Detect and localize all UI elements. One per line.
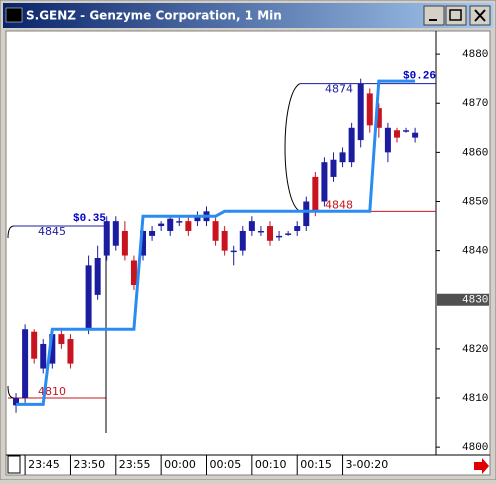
candle-body — [266, 226, 273, 241]
candle-body — [103, 221, 110, 256]
candle-body — [375, 108, 382, 128]
range-high-label: 4845 — [38, 225, 66, 238]
candle-body — [158, 223, 165, 227]
maximize-icon — [449, 9, 462, 21]
x-tick-label: 00:05 — [210, 458, 242, 471]
candle-body — [167, 218, 174, 231]
x-tick-label: 23:55 — [119, 458, 151, 471]
candle-body — [67, 339, 74, 364]
candle-body — [357, 83, 364, 141]
x-tick-label: 23:50 — [73, 458, 105, 471]
y-tick-label: 4820 — [462, 344, 488, 356]
candle-body — [294, 226, 301, 231]
cursor-price-label: 4830 — [462, 295, 488, 307]
window-buttons — [423, 5, 491, 26]
candle-body — [112, 221, 119, 246]
candle-body — [403, 130, 410, 132]
candle-body — [303, 201, 310, 227]
candle-body — [384, 127, 391, 153]
chart-panel — [5, 30, 491, 476]
candle-body — [339, 152, 346, 163]
range-label: $0.26 — [403, 70, 436, 82]
title-bar — [3, 3, 493, 28]
app-icon — [5, 7, 23, 23]
range-bracket — [284, 83, 301, 212]
scroll-box[interactable] — [7, 455, 21, 474]
candle-body — [321, 162, 328, 202]
candle-body — [257, 230, 264, 233]
y-tick-label: 4800 — [462, 442, 488, 454]
candle-body — [248, 221, 255, 231]
range-bracket — [7, 225, 15, 239]
y-tick-label: 4810 — [462, 393, 488, 405]
x-tick-label: 00:10 — [255, 458, 287, 471]
scroll-right-arrow[interactable] — [474, 458, 489, 474]
candle-body — [194, 216, 201, 222]
candle-body — [49, 334, 56, 364]
candle-body — [140, 230, 147, 256]
candle-body — [412, 132, 419, 138]
candle-body — [13, 398, 20, 406]
candle-body — [239, 230, 246, 251]
candle-body — [85, 265, 92, 330]
candle-body — [312, 176, 319, 212]
y-tick-label: 4850 — [462, 196, 488, 208]
minimize-button[interactable] — [423, 5, 445, 26]
range-high-label: 4874 — [325, 83, 353, 96]
x-tick-label: 3-00:20 — [346, 458, 389, 471]
range-low-label: 4810 — [38, 385, 66, 398]
y-tick-label: 4880 — [462, 49, 488, 61]
range-label: $0.35 — [73, 213, 106, 225]
candle-body — [176, 221, 183, 223]
candle-body — [393, 130, 400, 138]
candle-body — [121, 230, 128, 256]
y-tick-label: 4860 — [462, 147, 488, 159]
candle-body — [185, 221, 192, 231]
overlay-line — [16, 79, 416, 406]
candle-body — [366, 93, 373, 126]
x-tick-label: 00:00 — [164, 458, 196, 471]
candle-body — [285, 233, 292, 235]
candle-body — [212, 221, 219, 241]
candle-body — [230, 250, 237, 253]
close-icon — [474, 9, 486, 22]
candle-body — [221, 230, 228, 251]
candle-body — [276, 235, 283, 238]
window-title: S.GENZ - Genzyme Corporation, 1 Min — [26, 9, 282, 23]
candle-body — [40, 343, 47, 369]
candle-body — [94, 257, 101, 295]
x-tick-label: 00:15 — [300, 458, 332, 471]
y-tick-label: 4840 — [462, 246, 488, 258]
plot: 4800 4810 4820 4840 4850 4860 4870 4880 4830 23:4… — [7, 49, 489, 475]
candle-body — [58, 334, 65, 344]
range-bracket — [7, 386, 15, 399]
x-tick-label: 23:45 — [28, 458, 60, 471]
candle-body — [22, 329, 29, 399]
candle-body — [348, 127, 355, 163]
cursor-price-box — [437, 293, 489, 306]
candle-body — [31, 331, 38, 359]
candle-body — [330, 159, 337, 177]
y-tick-label: 4870 — [462, 98, 488, 110]
candle-body — [149, 230, 156, 236]
candle-body — [130, 260, 137, 286]
range-low-label: 4848 — [325, 198, 353, 211]
maximize-button[interactable] — [445, 5, 467, 26]
